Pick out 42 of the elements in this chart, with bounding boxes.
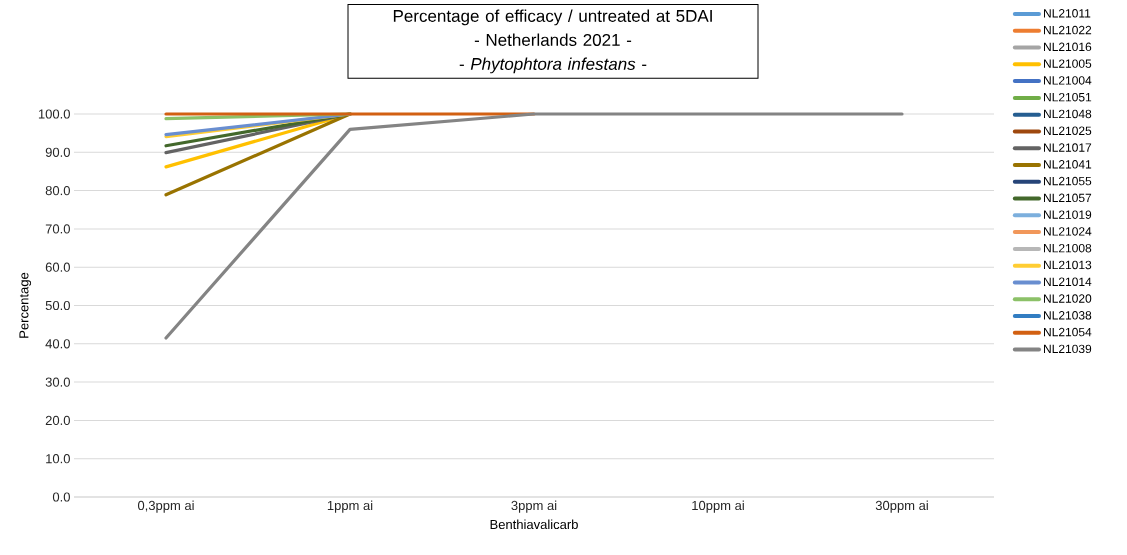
x-tick-label: 3ppm ai	[511, 500, 557, 513]
y-tick-label: 30.0	[45, 377, 70, 387]
y-tick-label: 50.0	[45, 300, 70, 311]
y-tick-label: 20.0	[45, 415, 70, 425]
legend-label: NL21011	[1044, 9, 1091, 18]
chart-title: Percentage of efficacy / untreated at 5DAI	[393, 9, 712, 26]
legend-label: NL21004	[1044, 76, 1092, 85]
legend-label: NL21039	[1044, 344, 1092, 354]
y-tick-label: 90.0	[45, 147, 70, 157]
legend-label: NL21013	[1044, 260, 1092, 270]
legend-label: NL21057	[1044, 193, 1092, 203]
x-tick-label: 10ppm ai	[692, 500, 744, 513]
chart-subtitle: - Netherlands 2021 -	[474, 33, 632, 46]
x-tick-label: 1ppm ai	[327, 500, 373, 513]
legend-label: NL21019	[1044, 210, 1092, 219]
legend-label: NL21005	[1044, 59, 1092, 68]
legend-label: NL21017	[1044, 143, 1092, 152]
legend-label: NL21016	[1044, 42, 1092, 52]
y-tick-label: 40.0	[45, 339, 70, 349]
x-tick-label: 30ppm ai	[875, 500, 928, 513]
legend-label: NL21020	[1044, 294, 1092, 303]
legend-label: NL21054	[1044, 327, 1092, 337]
y-tick-label: 10.0	[46, 454, 70, 464]
y-tick-label: 70.0	[45, 224, 70, 234]
legend-label: NL21008	[1044, 243, 1092, 253]
y-tick-label: 80.0	[45, 185, 70, 196]
text: - Phytophtora infestans -	[459, 57, 647, 74]
y-tick-label: 100.0	[38, 109, 70, 119]
legend-label: NL21055	[1044, 176, 1092, 186]
legend-label: NL21014	[1044, 277, 1092, 286]
legend-label: NL21025	[1044, 126, 1092, 135]
y-tick-label: 60.0	[45, 262, 70, 272]
y-axis-title: Percentage	[19, 272, 32, 338]
y-tick-label: 0.0	[52, 492, 70, 502]
legend-label: NL21041	[1044, 160, 1092, 169]
x-tick-label: 0,3ppm ai	[137, 500, 194, 513]
legend-label: NL21038	[1044, 311, 1092, 320]
legend-label: NL21048	[1044, 109, 1092, 119]
legend-label: NL21022	[1044, 25, 1092, 35]
legend-label: NL21024	[1044, 227, 1092, 236]
x-axis-title: Benthiavalicarb	[490, 519, 578, 530]
legend-label: NL21051	[1044, 92, 1092, 102]
